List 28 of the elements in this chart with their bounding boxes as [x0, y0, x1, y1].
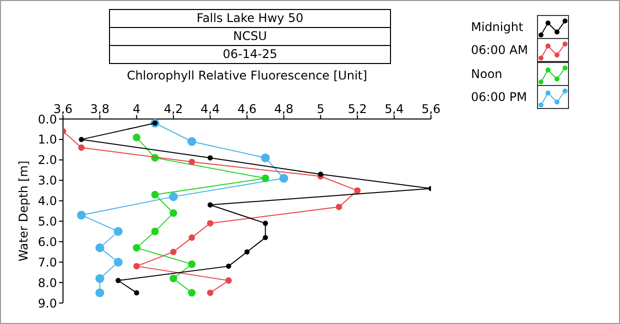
legend-label: 06:00 AM [471, 43, 529, 58]
y-tick-label: 8.0 [38, 276, 57, 290]
y-tick-label: 2.0 [38, 153, 57, 168]
y-tick-label: 5.0 [38, 214, 57, 228]
chart-title: Falls Lake Hwy 50 [110, 10, 390, 28]
x-tick-label: 5,2 [348, 102, 367, 116]
y-tick-label: 7.0 [38, 255, 57, 270]
x-tick-label: 5,4 [384, 102, 404, 116]
x-tick-label: 5 [316, 102, 324, 116]
legend-label: Midnight [471, 20, 524, 34]
text: Noon [471, 66, 504, 81]
y-tick-label: 1.0 [38, 132, 57, 147]
y-axis-title: Water Depth [m] [16, 160, 30, 262]
x-tick-label: 4,4 [200, 102, 220, 116]
x-tick-label: 4,8 [274, 102, 294, 116]
text: 06-14-25 [110, 46, 390, 64]
y-tick-label: 6.0 [38, 234, 57, 249]
x-tick-label: 3,8 [90, 102, 110, 116]
x-tick-label: 4,2 [164, 102, 183, 116]
x-tick-label: 4 [132, 102, 140, 116]
x-tick-label: 5,6 [421, 102, 441, 116]
legend-label: 06:00 PM [471, 90, 528, 104]
chart-subtitle: NCSU [110, 28, 390, 46]
y-tick-label: 9.0 [38, 296, 57, 310]
x-axis-title: Chlorophyll Relative Fluorescence [Unit] [126, 68, 368, 83]
x-tick-label: 4,6 [237, 102, 257, 116]
y-tick-label: 4.0 [38, 194, 57, 208]
y-tick-label: 3.0 [38, 174, 57, 188]
